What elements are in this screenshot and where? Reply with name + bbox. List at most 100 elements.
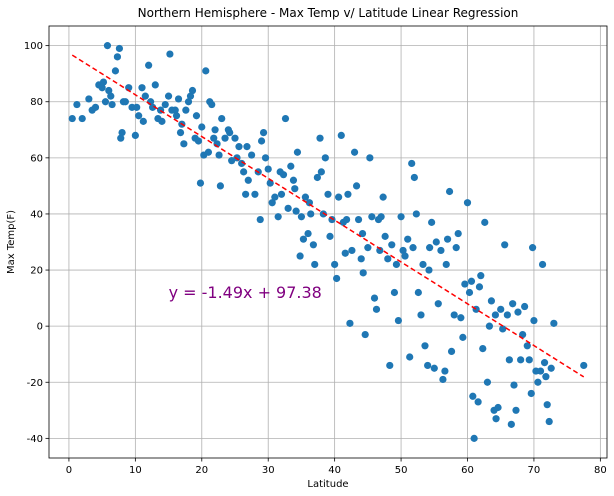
data-point [368, 213, 376, 221]
data-point [426, 244, 434, 252]
data-point [305, 199, 313, 207]
x-tick-label: 30 [262, 465, 275, 476]
data-point [311, 260, 319, 269]
data-point [394, 316, 403, 325]
data-point [73, 100, 81, 109]
data-point [390, 288, 399, 297]
data-point [424, 361, 432, 370]
data-point [470, 434, 478, 442]
data-point [194, 137, 203, 145]
data-point [244, 176, 252, 184]
data-point [430, 364, 438, 372]
data-point [277, 190, 286, 198]
data-point [161, 100, 169, 109]
regression-equation-annotation: y = -1.49x + 97.38 [169, 283, 322, 302]
data-point [384, 255, 392, 263]
data-point [483, 378, 492, 386]
chart-title: Northern Hemisphere - Max Temp v/ Latitu… [138, 6, 519, 20]
data-point [313, 173, 321, 182]
data-point [412, 210, 420, 218]
data-point [421, 342, 429, 350]
y-tick-label: 40 [30, 209, 43, 220]
x-tick-label: 60 [461, 465, 474, 476]
y-tick-label: -40 [27, 434, 43, 445]
data-point [425, 266, 433, 274]
data-point [397, 213, 405, 221]
data-point [158, 117, 166, 125]
data-point [432, 238, 440, 246]
data-point [441, 367, 449, 375]
data-point [113, 53, 122, 61]
data-point [321, 154, 329, 162]
data-point [414, 288, 422, 297]
data-point [174, 95, 183, 103]
data-point [450, 311, 458, 319]
data-point [289, 176, 298, 184]
y-tick-label: 0 [37, 322, 43, 333]
data-point [198, 123, 206, 131]
data-point [499, 325, 507, 333]
data-point [115, 44, 124, 53]
data-point [437, 246, 445, 255]
data-point [517, 356, 525, 364]
data-point [477, 272, 485, 280]
data-point [409, 244, 417, 252]
data-point [145, 61, 153, 69]
data-point [519, 330, 527, 339]
data-point [171, 106, 179, 114]
data-point [467, 277, 476, 285]
data-point [301, 193, 310, 201]
data-point [352, 182, 361, 190]
data-point [401, 252, 409, 260]
data-point [85, 95, 93, 103]
data-point [326, 232, 334, 240]
data-point [287, 162, 295, 170]
data-point [299, 235, 308, 243]
data-point [206, 98, 214, 106]
data-point [529, 244, 537, 252]
data-point [358, 229, 367, 238]
data-point [388, 241, 396, 249]
data-point [487, 297, 496, 305]
data-point [164, 92, 173, 100]
data-point [494, 403, 502, 412]
data-point [404, 235, 412, 243]
data-point [186, 92, 195, 100]
data-point [465, 288, 474, 297]
data-point [341, 249, 349, 257]
data-point [538, 260, 547, 269]
y-tick-label: 60 [30, 153, 43, 164]
data-point [248, 151, 256, 159]
data-point [434, 300, 442, 308]
data-point [505, 356, 513, 364]
data-point [501, 241, 509, 249]
data-point [399, 246, 407, 255]
data-point [210, 134, 218, 142]
data-point [184, 98, 193, 106]
data-point [410, 173, 418, 182]
data-point [364, 244, 372, 252]
data-point [297, 213, 306, 221]
data-point [366, 154, 374, 162]
data-point [231, 134, 239, 142]
data-points [68, 42, 588, 442]
data-point [550, 319, 558, 327]
x-tick-label: 20 [195, 465, 208, 476]
data-point [469, 392, 477, 400]
data-point [118, 128, 126, 137]
data-point [172, 112, 181, 120]
data-point [370, 294, 379, 302]
data-point [108, 100, 116, 109]
regression-line-group [71, 54, 585, 378]
data-point [509, 300, 517, 308]
data-point [439, 375, 447, 384]
data-point [335, 193, 343, 201]
data-point [307, 210, 315, 218]
regression-line [71, 54, 585, 378]
data-point [474, 398, 482, 406]
data-point [392, 260, 401, 269]
data-point [138, 84, 146, 92]
data-point [68, 114, 76, 123]
data-point [377, 213, 385, 221]
